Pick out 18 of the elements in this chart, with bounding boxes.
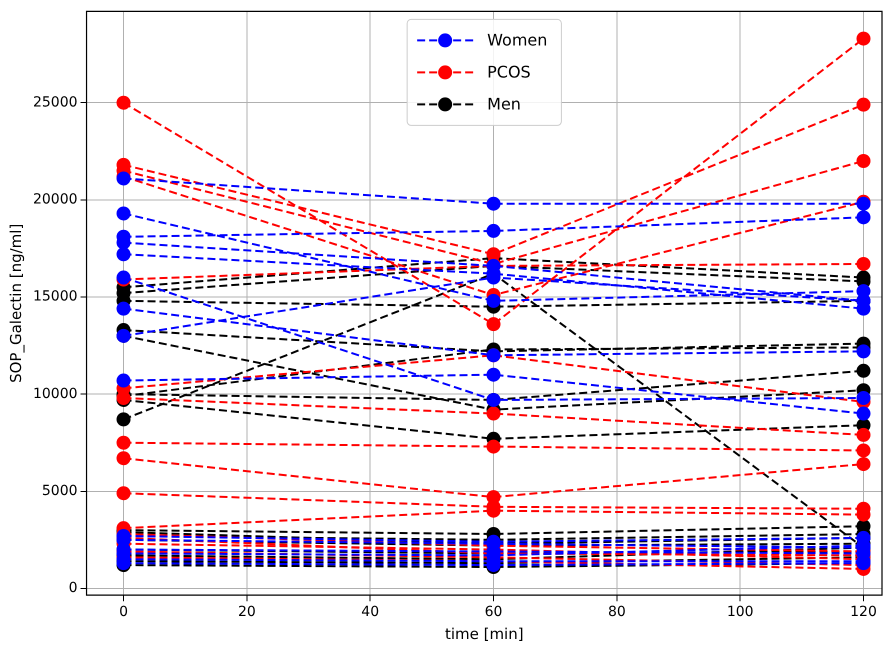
x-tick-label: 0: [119, 604, 128, 620]
y-tick-label: 15000: [32, 288, 78, 305]
x-tick-label: 20: [238, 604, 256, 620]
x-axis-title: time [min]: [444, 624, 524, 643]
y-tick-label: 5000: [42, 482, 78, 499]
y-axis-title: SOP_Galectin [ng/ml]: [6, 224, 25, 383]
legend-label: PCOS: [487, 62, 531, 82]
legend-label: Women: [487, 30, 548, 50]
y-tick-label: 25000: [32, 94, 78, 110]
y-tick-label: 10000: [32, 386, 78, 402]
x-tick-label: 60: [484, 604, 502, 620]
y-tick-label: 20000: [32, 191, 78, 208]
x-tick-label: 120: [850, 604, 877, 620]
x-tick-label: 40: [361, 604, 380, 620]
x-tick-label: 80: [608, 604, 626, 620]
legend-label: Men: [487, 94, 521, 114]
x-tick-label: 100: [726, 604, 754, 620]
y-tick-label: 0: [68, 580, 78, 596]
